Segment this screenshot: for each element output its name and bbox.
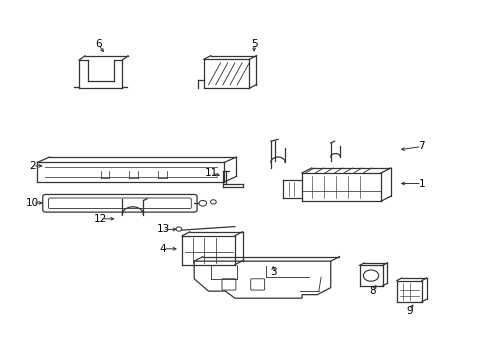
Text: 5: 5 (250, 39, 257, 49)
Text: 3: 3 (269, 267, 276, 277)
Text: 1: 1 (418, 179, 424, 189)
Text: 2: 2 (29, 161, 36, 171)
Text: 9: 9 (406, 306, 412, 315)
Text: 11: 11 (204, 168, 217, 178)
Text: 6: 6 (95, 39, 102, 49)
Text: 8: 8 (369, 286, 375, 296)
Text: 4: 4 (160, 244, 166, 254)
Text: 10: 10 (26, 198, 39, 208)
Text: 7: 7 (418, 141, 424, 152)
Text: 12: 12 (94, 214, 107, 224)
Text: 13: 13 (156, 224, 169, 234)
